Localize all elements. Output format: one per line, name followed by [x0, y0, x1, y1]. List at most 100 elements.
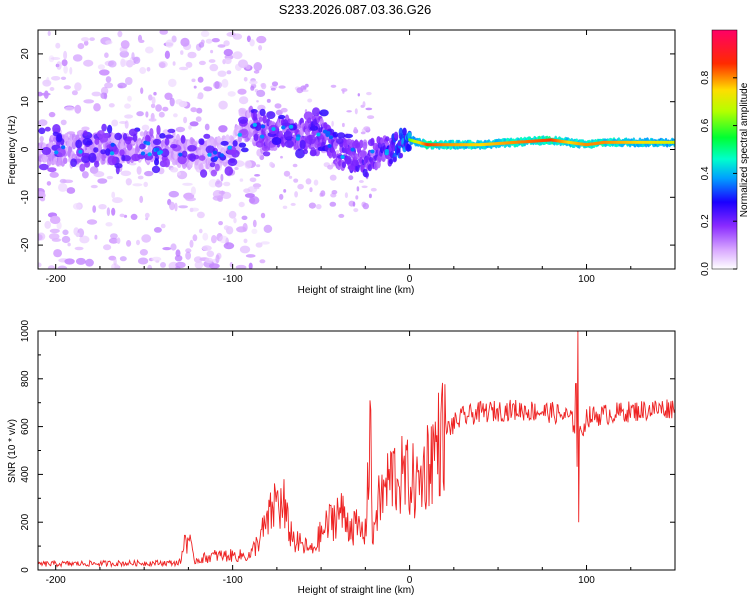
spectrogram-noise-blob [178, 100, 188, 108]
spectrogram-noise-blob [79, 235, 90, 244]
spectrogram-noise-blob [83, 40, 89, 46]
spectrogram-band-cell [139, 131, 145, 137]
spectrogram-noise-blob [178, 205, 189, 209]
spectrogram-noise-blob [203, 86, 213, 92]
colorbar-label: Normalized spectral amplitude [739, 82, 750, 217]
spectrogram-noise-blob [178, 66, 189, 71]
spectrogram-noise-blob [108, 237, 119, 244]
spectrogram-noise-blob [244, 160, 252, 169]
spectrogram-noise-blob [274, 103, 282, 109]
spectrogram-hotspot [54, 150, 59, 155]
spectrogram-noise-blob [125, 77, 133, 85]
spectrogram-noise-blob [119, 256, 127, 262]
spectrogram-noise-blob [66, 187, 76, 194]
spectrogram-noise-blob [137, 175, 144, 180]
spectrogram-band-cell [398, 127, 404, 137]
spectrogram-signal-blob [209, 162, 216, 168]
spectrogram-noise-blob [190, 107, 197, 113]
spectrogram-noise-blob [165, 39, 174, 48]
spectrogram-band-cell [262, 115, 267, 124]
spectrogram-noise-blob [136, 239, 140, 246]
spectrogram-noise-blob [105, 222, 113, 227]
spectrogram-noise-blob [338, 213, 345, 218]
spectrogram-noise-blob [190, 186, 196, 196]
spectrogram-noise-blob [124, 120, 129, 129]
spectrogram-signal-blob [310, 147, 317, 156]
spectrogram-band-cell [385, 136, 390, 142]
spectrogram-noise-blob [133, 56, 141, 64]
spectrogram-noise-blob [174, 202, 178, 212]
spectrogram-noise-blob [223, 48, 233, 57]
spectrogram-signal-blob [131, 153, 141, 162]
spectrogram-noise-blob [124, 114, 134, 119]
spectrogram-noise-blob [205, 257, 213, 264]
spectrogram-noise-blob [119, 213, 125, 218]
spectrogram-signal-blob [107, 155, 117, 166]
spectrogram-hotspot [147, 152, 152, 157]
spectrogram-noise-blob [180, 37, 190, 47]
spectrogram-signal-blob [332, 131, 338, 138]
spectrogram-noise-blob [49, 215, 61, 225]
spectrogram-noise-blob [159, 62, 166, 69]
spectrogram-noise-blob [38, 262, 42, 268]
spectrogram-noise-blob [67, 242, 71, 247]
spectrogram-noise-blob [335, 150, 340, 155]
spectrogram-signal-blob [52, 131, 59, 137]
spectrogram-noise-blob [94, 234, 98, 240]
spectrogram-noise-blob [72, 203, 82, 210]
spectrogram-noise-blob [266, 98, 271, 103]
spectrogram-signal-blob [312, 118, 318, 126]
spectrogram-noise-blob [128, 162, 137, 166]
spectrogram-hotspot [213, 156, 219, 161]
spectrogram-noise-blob [242, 222, 248, 232]
spectrogram-noise-blob [86, 219, 98, 225]
spectrogram-noise-blob [63, 85, 71, 90]
spectrogram-noise-blob [320, 190, 326, 197]
spectrogram-band-cell [392, 156, 397, 163]
spectrogram-signal-blob [119, 149, 125, 157]
spectrogram-band-cell [388, 158, 394, 165]
spectrogram-noise-blob [256, 100, 259, 103]
snr-series-line [38, 331, 675, 569]
spectrogram-noise-blob [137, 257, 149, 265]
spectrogram-noise-blob [187, 51, 197, 59]
spectrogram-hotspot [316, 132, 321, 137]
spectrogram-noise-blob [162, 106, 169, 112]
spectrogram-noise-blob [136, 111, 144, 117]
spectrogram-signal-blob [41, 147, 52, 155]
spectrogram-noise-blob [342, 89, 345, 94]
spectrogram-noise-blob [180, 50, 184, 55]
spectrogram-hotspot [207, 152, 212, 157]
spectrogram-noise-blob [92, 205, 97, 213]
spectrogram-noise-blob [155, 104, 163, 112]
snr-y-tick-label: 800 [20, 370, 31, 387]
spectrogram-noise-blob [251, 228, 258, 234]
spectrogram-signal-blob [56, 147, 66, 158]
spectrogram-signal-blob [82, 138, 93, 146]
spectrogram-noise-blob [233, 217, 237, 224]
spectrogram-signal-blob [93, 147, 99, 153]
spectrogram-noise-blob [97, 178, 108, 184]
spectrogram-noise-blob [217, 70, 227, 77]
spectrogram-signal-blob [205, 145, 215, 154]
spectrogram-noise-blob [327, 164, 334, 170]
spectrogram-signal-blob [180, 135, 186, 144]
spectrogram-noise-blob [61, 235, 71, 244]
spectrogram-hotspot [260, 124, 266, 129]
spectrogram-noise-blob [160, 223, 166, 229]
spectrogram-noise-blob [164, 50, 170, 59]
spectrogram-noise-blob [252, 219, 257, 228]
snr-y-tick-label: 200 [20, 513, 31, 530]
spectrogram-signal-blob [121, 154, 126, 162]
spectrogram-signal-blob [101, 123, 107, 132]
spectrogram-noise-blob [245, 254, 256, 258]
spectrogram-noise-blob [200, 30, 210, 37]
spectrogram-noise-blob [249, 177, 257, 183]
spectrogram-signal-blob [152, 138, 162, 146]
spectrogram-noise-blob [119, 50, 129, 58]
colorbar-tick-label: 0.4 [700, 166, 711, 180]
spectrogram-noise-blob [260, 212, 266, 219]
spectrogram-noise-blob [71, 90, 78, 96]
spectrogram-noise-blob [111, 119, 119, 127]
spectrogram-signal-blob [253, 133, 259, 142]
